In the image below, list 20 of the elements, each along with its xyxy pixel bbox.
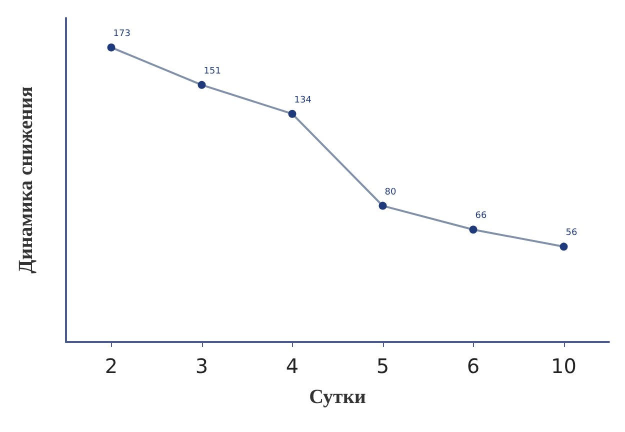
y-axis-title: Динамика снижения bbox=[15, 86, 37, 274]
point bbox=[107, 43, 116, 52]
x-axis-title: Сутки bbox=[309, 386, 366, 408]
point bbox=[198, 80, 206, 89]
x-tick-label: 10 bbox=[551, 354, 576, 378]
point bbox=[378, 202, 387, 210]
point bbox=[469, 226, 478, 234]
x-tick-label: 6 bbox=[466, 354, 480, 378]
x-tick-label: 2 bbox=[104, 354, 118, 378]
x-tick-label: 3 bbox=[195, 354, 208, 378]
data-label: 56 bbox=[566, 228, 578, 238]
x-tick-label: 4 bbox=[286, 354, 299, 378]
data-label: 134 bbox=[294, 95, 312, 106]
x-tick-label: 5 bbox=[376, 354, 390, 378]
data-label: 173 bbox=[113, 28, 130, 39]
data-label: 151 bbox=[204, 66, 221, 76]
data-label: 80 bbox=[384, 187, 396, 198]
data-label: 66 bbox=[475, 211, 487, 222]
point bbox=[288, 110, 296, 118]
point bbox=[560, 242, 568, 251]
